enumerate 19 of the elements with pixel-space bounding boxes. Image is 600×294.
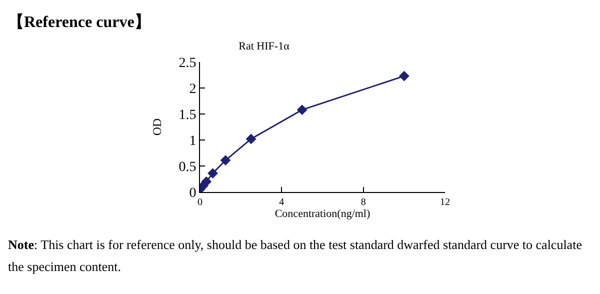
y-tick-label: 1 [189, 134, 196, 149]
point [208, 168, 218, 178]
y-tick-label: 2 [189, 82, 196, 97]
y-tick-label: 2.5 [178, 56, 196, 71]
y-tick-label: 1.5 [178, 108, 196, 123]
point [246, 134, 256, 144]
point [220, 155, 231, 166]
x-axis-title: Concentration(ng/ml) [274, 208, 370, 220]
x-tick-label: 12 [440, 197, 450, 208]
text: Note: This chart is for reference only, should be based on the test standard dwarfed standard curve to calculate the specimen content. [7, 236, 583, 276]
chart-title: 【Reference curve】 [7, 12, 152, 33]
x-tick-label: 8 [360, 197, 366, 208]
point [201, 176, 212, 187]
y-tick-label: 0.5 [178, 160, 196, 175]
y-axis-title: OD [150, 118, 164, 136]
x-tick-label: 4 [279, 197, 284, 208]
point [398, 70, 410, 82]
point [296, 104, 308, 116]
chart-subtitle: Rat HIF-1α [238, 40, 290, 53]
